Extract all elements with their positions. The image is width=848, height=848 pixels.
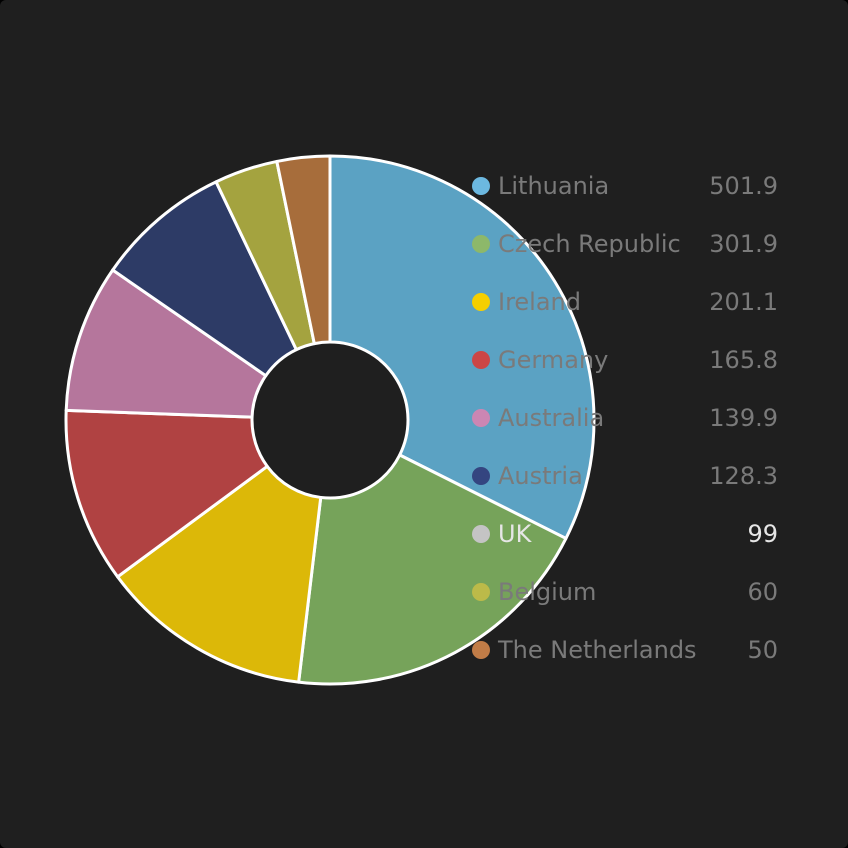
slice-germany[interactable] [64,408,269,579]
legend-item-uk[interactable]: UK 99 [472,520,778,548]
legend-label: Austria [498,462,583,490]
slice-ireland[interactable] [116,464,323,684]
legend-item-lithuania[interactable]: Lithuania 501.9 [472,172,778,200]
legend-marker-the-netherlands [472,641,490,659]
slice-australia[interactable] [64,268,268,419]
slice-lithuania[interactable] [328,154,596,540]
legend-marker-uk [472,525,490,543]
legend-value: 128.3 [709,462,778,490]
legend-item-australia[interactable]: Australia 139.9 [472,404,778,432]
legend-marker-australia [472,409,490,427]
legend-value: 60 [747,578,778,606]
slice-the-netherlands[interactable] [275,154,332,346]
legend-value: 201.1 [709,288,778,316]
legend-label: Germany [498,346,608,374]
legend-value: 50 [747,636,778,664]
legend-marker-ireland [472,293,490,311]
legend-marker-czech-republic [472,235,490,253]
legend-marker-lithuania [472,177,490,195]
legend-item-belgium[interactable]: Belgium 60 [472,578,778,606]
legend-label: Ireland [498,288,581,316]
legend-item-austria[interactable]: Austria 128.3 [472,462,778,490]
slice-austria[interactable] [111,180,298,378]
legend-item-germany[interactable]: Germany 165.8 [472,346,778,374]
legend-value: 501.9 [709,172,778,200]
legend-value: 165.8 [709,346,778,374]
legend-value: 301.9 [709,230,778,258]
slices-group [64,154,596,686]
legend-marker-austria [472,467,490,485]
legend-value: 99 [747,520,778,548]
legend: Lithuania 501.9 Czech Republic 301.9 Ireland… [472,172,778,664]
legend-label: Czech Republic [498,230,681,258]
legend-label: Australia [498,404,604,432]
legend-item-ireland[interactable]: Ireland 201.1 [472,288,778,316]
legend-item-the-netherlands[interactable]: The Netherlands 50 [472,636,778,664]
legend-label: Belgium [498,578,596,606]
legend-label: UK [498,520,533,548]
legend-label: Lithuania [498,172,609,200]
legend-label: The Netherlands [497,636,697,664]
legend-value: 139.9 [709,404,778,432]
legend-item-czech-republic[interactable]: Czech Republic 301.9 [472,230,778,258]
legend-marker-belgium [472,583,490,601]
slice-czech-republic[interactable] [297,453,568,686]
legend-marker-germany [472,351,490,369]
